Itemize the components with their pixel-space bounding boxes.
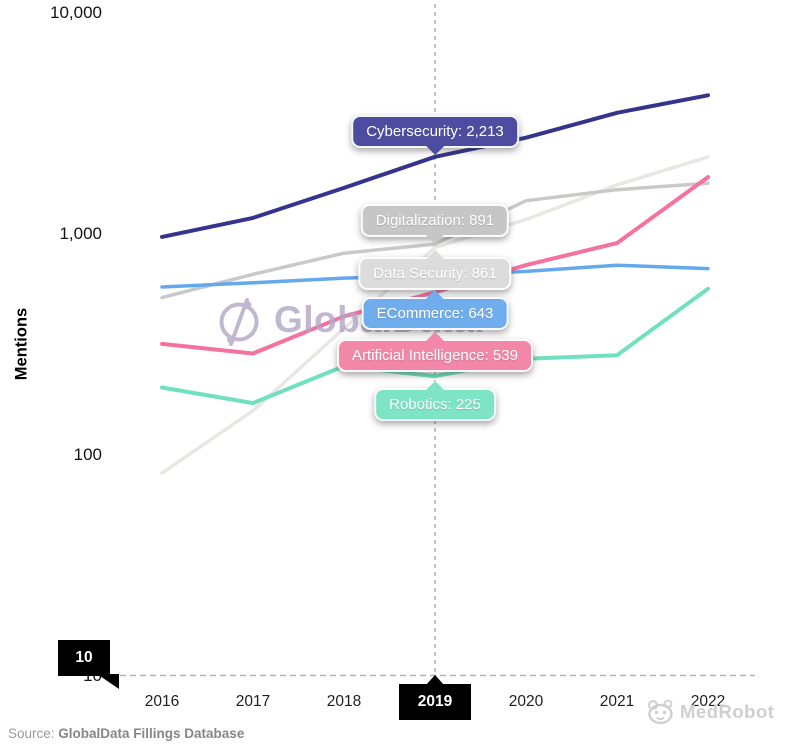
y-axis-title: Mentions bbox=[12, 307, 31, 381]
tooltip-arrow-up-icon bbox=[426, 250, 444, 259]
x-tick-2022: 2022 bbox=[690, 693, 726, 710]
tooltip-arrow-down-icon bbox=[425, 146, 444, 155]
medrobot-logo-text: MedRobot bbox=[680, 700, 775, 722]
tooltip-artificial-intelligence: Artificial Intelligence: 539 bbox=[337, 332, 533, 372]
x-axis-highlight-value: 2019 bbox=[417, 693, 453, 710]
x-tick-2017: 2017 bbox=[235, 693, 271, 710]
medrobot-icon bbox=[648, 699, 673, 725]
x-axis-highlight-2019: 2019 bbox=[399, 675, 471, 720]
tooltip-data-security: Data Security: 861 bbox=[358, 250, 512, 290]
series-line-cybersecurity[interactable] bbox=[160, 93, 710, 239]
medrobot-logo: MedRobot bbox=[645, 698, 774, 725]
tooltip-label: Artificial Intelligence: 539 bbox=[352, 347, 518, 364]
x-tick-2018: 2018 bbox=[326, 693, 362, 710]
tooltip-arrow-up-icon bbox=[426, 332, 444, 341]
tooltip-arrow-up-icon bbox=[425, 381, 444, 390]
series-line-robotics[interactable] bbox=[160, 286, 710, 406]
tooltip-robotics: Robotics: 225 bbox=[374, 381, 496, 421]
y-axis-cursor-tooltip: 10 bbox=[58, 640, 119, 689]
y-axis-cursor-value: 10 bbox=[75, 649, 93, 666]
tooltip-arrow-down-icon bbox=[426, 235, 444, 244]
tooltip-arrow-up-icon bbox=[426, 290, 444, 299]
tooltip-label: Data Security: 861 bbox=[373, 265, 497, 282]
tooltip-label: Cybersecurity: 2,213 bbox=[366, 123, 504, 140]
source-prefix: Source: bbox=[8, 726, 59, 741]
tooltip-label: ECommerce: 643 bbox=[376, 305, 494, 322]
series-line-digitalization[interactable] bbox=[160, 181, 710, 300]
tooltip-cybersecurity: Cybersecurity: 2,213 bbox=[351, 115, 519, 155]
source-caption: Source: GlobalData Fillings Database bbox=[8, 726, 244, 741]
y-tick-100: 100 bbox=[73, 445, 102, 464]
x-tick-2016: 2016 bbox=[144, 693, 180, 710]
tooltip-label: Robotics: 225 bbox=[389, 396, 481, 413]
source-name: GlobalData Fillings Database bbox=[58, 726, 245, 741]
x-tick-2021: 2021 bbox=[599, 693, 635, 710]
x-tick-2020: 2020 bbox=[508, 693, 544, 710]
y-tick-10-000: 10,000 bbox=[50, 3, 102, 22]
globaldata-icon bbox=[219, 298, 259, 346]
tooltip-ecommerce: ECommerce: 643 bbox=[361, 290, 509, 330]
tooltip-label: Digitalization: 891 bbox=[375, 212, 495, 229]
highlight-up-arrow-icon bbox=[426, 675, 444, 685]
tooltip-digitalization: Digitalization: 891 bbox=[360, 204, 510, 244]
y-tick-1-000: 1,000 bbox=[59, 224, 102, 243]
series-line-data-security[interactable] bbox=[160, 155, 710, 475]
